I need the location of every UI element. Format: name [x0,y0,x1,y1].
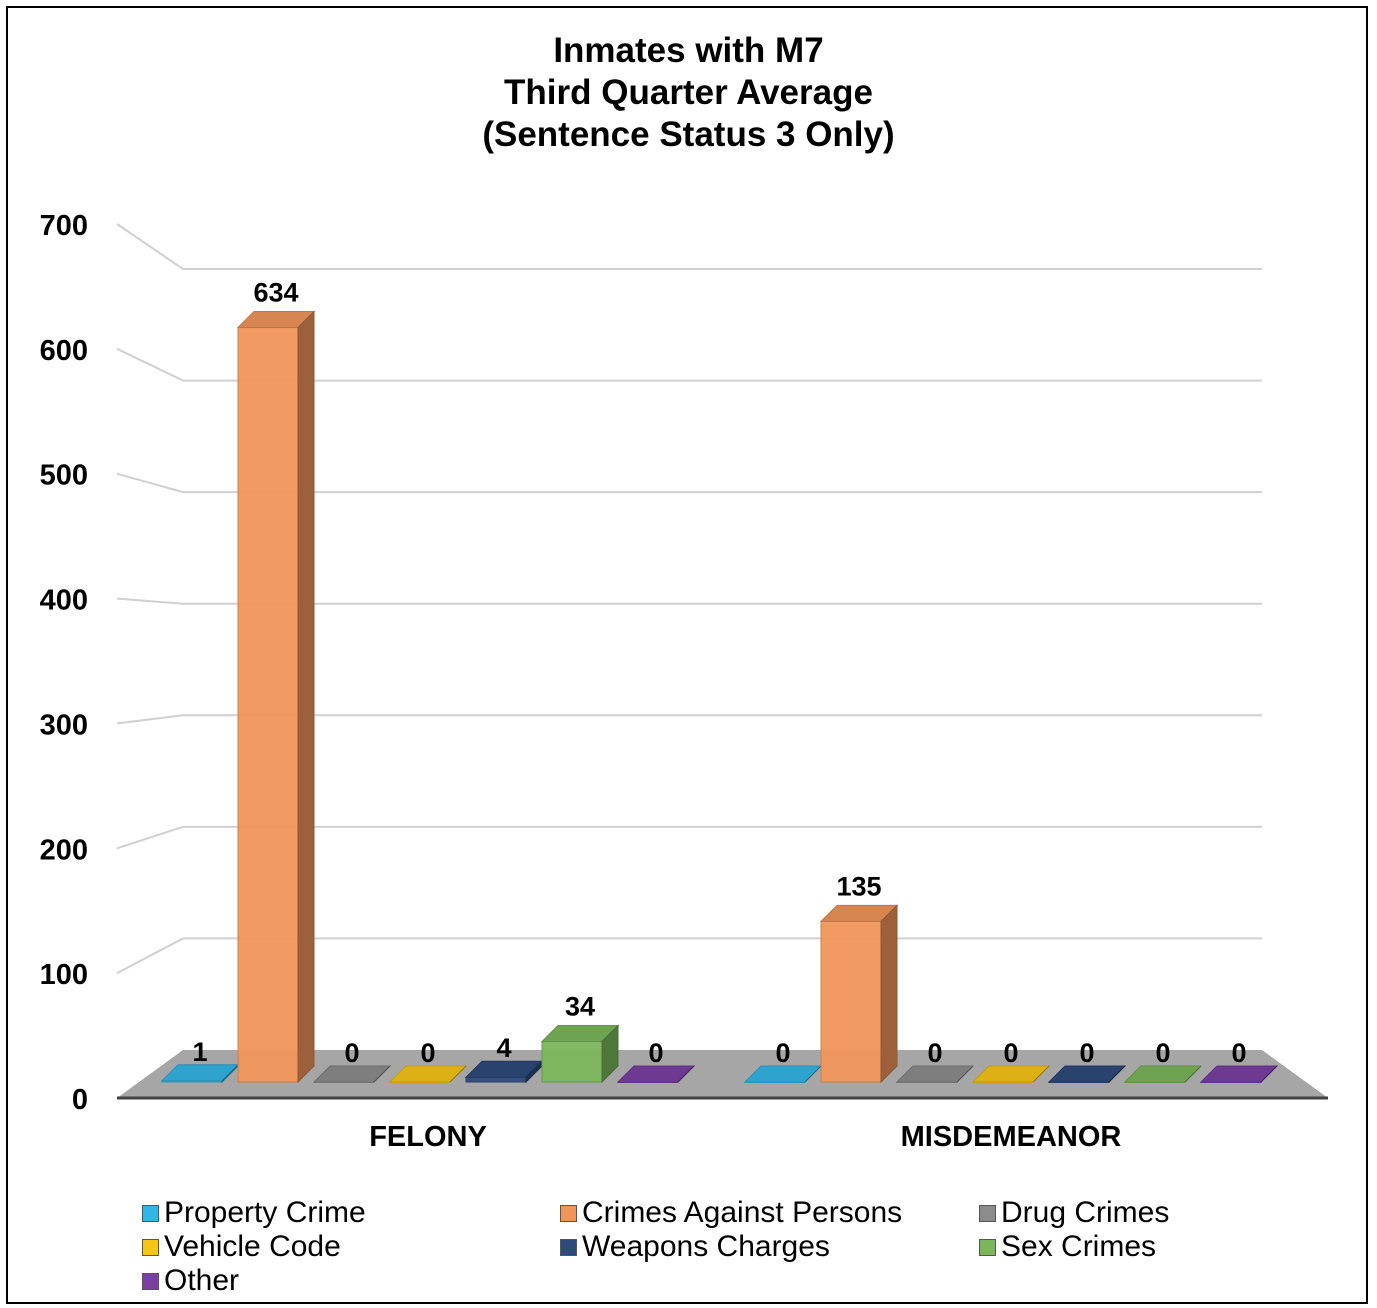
data-label: 0 [927,1038,942,1068]
bar-side [677,1065,695,1083]
data-label: 0 [1079,1038,1094,1068]
chart-title-line-1: Inmates with M7 [553,31,824,70]
data-label: 0 [648,1038,663,1068]
chart-floor [117,1050,1328,1098]
data-label: 1 [192,1037,207,1067]
legend-label: Other [164,1264,240,1297]
bar [236,310,316,1084]
gridline-wall [116,597,184,605]
bar [895,1065,975,1083]
data-label: 0 [1003,1038,1018,1068]
y-tick-label: 400 [40,585,88,617]
bar-side [956,1065,974,1083]
legend-item: Property Crime [142,1196,366,1230]
legend-swatch [979,1204,996,1222]
y-tick-label: 100 [40,959,88,991]
legend-item: Other [142,1264,239,1298]
data-label: 0 [775,1038,790,1068]
data-label: 4 [496,1033,511,1063]
data-label: 0 [420,1038,435,1068]
legend-label: Crimes Against Persons [582,1196,903,1229]
bar [388,1065,468,1083]
legend-label: Weapons Charges [582,1230,830,1263]
legend-swatch [142,1204,159,1222]
bar-side [1260,1065,1278,1083]
gridline-wall [116,223,184,270]
gridline-wall [116,825,184,850]
legend-label: Sex Crimes [1001,1230,1157,1263]
bar [1123,1065,1203,1083]
legend-swatch [560,1238,577,1256]
x-category-label: FELONY [369,1121,487,1153]
bar-side [880,904,898,1084]
legend-swatch [142,1272,159,1290]
gridline-wall [116,714,184,725]
bar-side [449,1065,467,1083]
legend-label: Property Crime [164,1196,366,1229]
y-tick-label: 600 [40,335,88,367]
bar-side [1184,1065,1202,1083]
y-tick-label: 0 [72,1084,88,1116]
bar-side [297,310,315,1084]
bar [540,1024,620,1084]
gridline-wall [116,347,184,382]
bar [819,904,899,1084]
data-label: 34 [565,992,595,1022]
gridline-wall [116,937,184,975]
gridline-wall [116,472,184,494]
bar-front [465,1076,527,1083]
bar [616,1065,696,1083]
bar [1047,1065,1127,1083]
legend-item: Crimes Against Persons [560,1196,902,1230]
legend-swatch [560,1204,577,1222]
y-tick-label: 700 [40,210,88,242]
bar-side [1108,1065,1126,1083]
legend-item: Drug Crimes [979,1196,1169,1230]
bar-side [373,1065,391,1083]
bar-side [601,1024,619,1084]
x-category-label: MISDEMEANOR [901,1121,1122,1153]
data-label: 135 [836,871,881,901]
y-tick-label: 200 [40,834,88,866]
bar [464,1060,544,1084]
legend-label: Drug Crimes [1001,1196,1170,1229]
bar [971,1065,1051,1083]
bar-front [541,1041,603,1083]
bar [1199,1065,1279,1083]
data-label: 0 [344,1038,359,1068]
y-tick-label: 500 [40,460,88,492]
data-label: 0 [1231,1038,1246,1068]
data-label: 0 [1155,1038,1170,1068]
chart-title-line-2: Third Quarter Average [504,73,873,112]
legend-item: Weapons Charges [560,1230,830,1264]
data-label: 634 [253,278,298,308]
bar-front [237,327,299,1083]
chart-title: Inmates with M7 Third Quarter Average (S… [0,30,1377,156]
bar-front [820,920,882,1083]
legend-label: Vehicle Code [164,1230,341,1263]
bar-side [1032,1065,1050,1083]
chart-title-line-3: (Sentence Status 3 Only) [482,115,895,154]
legend-swatch [142,1238,159,1256]
legend-item: Vehicle Code [142,1230,341,1264]
y-tick-label: 300 [40,709,88,741]
bar [312,1065,392,1083]
legend-item: Sex Crimes [979,1230,1156,1264]
legend-swatch [979,1238,996,1256]
bar [743,1065,823,1083]
